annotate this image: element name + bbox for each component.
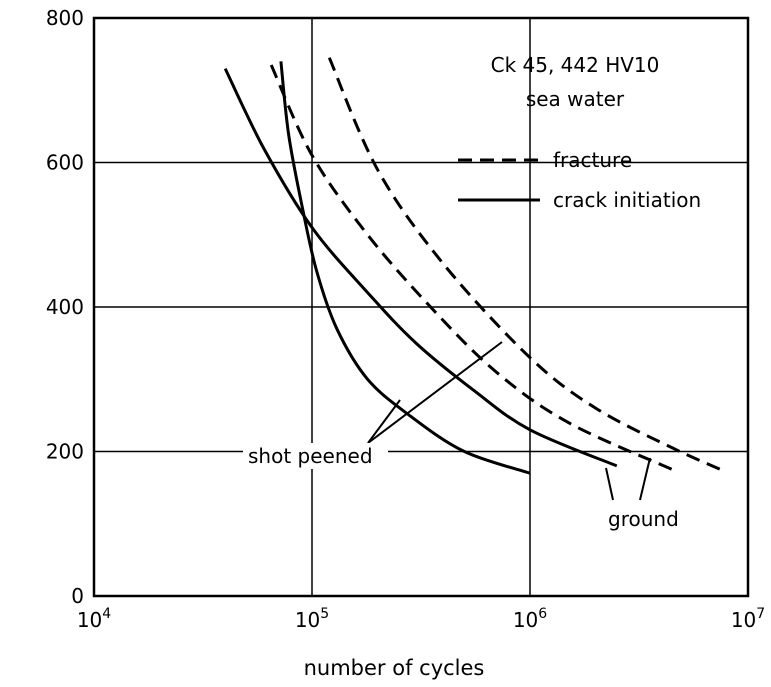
- y-tick-label: 400: [46, 295, 84, 319]
- x-tick-label: 106: [513, 606, 547, 632]
- annotation-shot-peened: shot peened: [248, 444, 373, 468]
- y-tick-label: 800: [46, 6, 84, 30]
- y-tick-label: 200: [46, 440, 84, 464]
- series-group: [223, 57, 722, 475]
- series-line-2-solid: [223, 67, 618, 468]
- shot-peened-leader-2: [367, 341, 503, 444]
- x-axis-label: number of cycles: [304, 656, 485, 680]
- annotation-material: Ck 45, 442 HV10: [491, 53, 660, 77]
- series-line-3-dashed: [269, 64, 674, 471]
- x-tick-label: 104: [77, 606, 111, 632]
- y-tick-label: 0: [71, 584, 84, 608]
- ground-leader-1: [605, 467, 614, 501]
- legend-fracture-label: fracture: [553, 148, 632, 172]
- plot-frame: [92, 16, 750, 598]
- shot-peened-leader-1: [367, 399, 401, 444]
- annotation-ground: ground: [608, 507, 679, 531]
- x-tick-label: 105: [295, 606, 329, 632]
- series-line-1-solid: [279, 61, 531, 475]
- axis-ticks: 0 200 400 600 800 104 105 106 107: [46, 6, 765, 632]
- grid: [94, 18, 748, 596]
- shot-peened-label-bg: [243, 443, 388, 469]
- y-tick-label: 600: [46, 151, 84, 175]
- x-tick-label: 107: [731, 606, 765, 632]
- legend-crack-initiation-label: crack initiation: [553, 188, 701, 212]
- ground-leader-2: [639, 457, 651, 501]
- annotation-medium: sea water: [526, 87, 625, 111]
- series-line-4-dashed: [327, 57, 722, 471]
